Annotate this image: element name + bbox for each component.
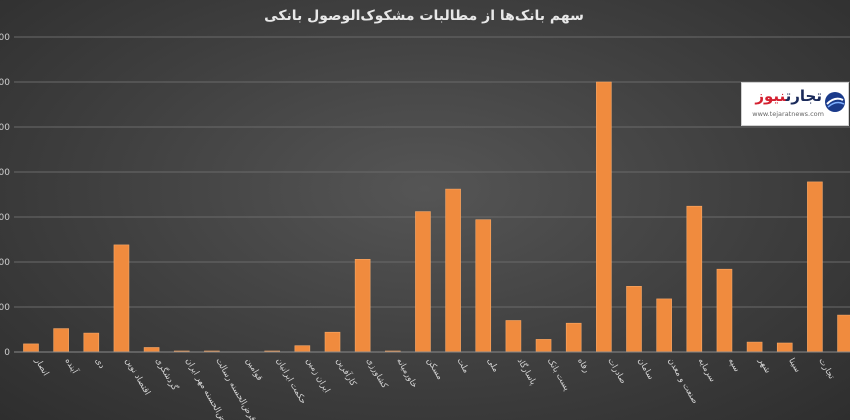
bar <box>746 341 763 353</box>
y-tick-label: 00 <box>0 213 10 223</box>
x-tick-label: ملی <box>485 357 501 375</box>
bar <box>415 211 431 353</box>
bar <box>565 322 582 353</box>
bar <box>686 205 703 353</box>
bar <box>324 331 341 353</box>
x-tick-label: رفاه <box>575 357 591 375</box>
logo-name-part2: نیوز <box>755 87 786 105</box>
y-tick-label: 00 <box>0 123 10 133</box>
x-tick-label: انصار <box>32 356 51 378</box>
bar <box>294 345 311 353</box>
y-tick-label: 0 <box>4 348 10 358</box>
x-tick-label: کشاورزی <box>364 357 390 392</box>
y-tick-label: 00 <box>0 258 10 268</box>
gridlines <box>14 36 850 308</box>
bar <box>143 347 160 353</box>
bar <box>113 244 130 353</box>
bar <box>354 258 371 353</box>
logo-name-part1: تجارت <box>785 87 822 105</box>
x-tick-label: دی <box>93 357 107 371</box>
x-tick-label: ایران زمین <box>304 357 332 395</box>
x-tick-label: سرمایه <box>696 357 718 384</box>
x-tick-label: شهر <box>756 356 773 375</box>
x-tick-label: سینا <box>786 357 802 375</box>
x-tick-label: پست بانک <box>545 357 572 394</box>
x-tick-label: خاورمیانه <box>394 357 419 390</box>
x-tick-label: پاسارگاد <box>515 356 539 387</box>
bar <box>626 285 642 353</box>
tejaratnews-logo: تجارتنیوز www.tejaratnews.com <box>741 82 849 126</box>
bar <box>445 188 461 353</box>
y-tick-label: 00 <box>0 303 10 313</box>
x-tick-label: قوامین <box>243 357 264 383</box>
globe-icon <box>825 92 845 112</box>
x-tick-label: سپه <box>726 357 742 374</box>
bar <box>83 332 100 353</box>
logo-url: www.tejaratnews.com <box>752 110 824 118</box>
x-tick-label: آینده <box>63 356 82 377</box>
bar <box>23 343 39 353</box>
x-tick-label: سامان <box>635 357 655 382</box>
x-tick-label: تجارت <box>816 357 836 382</box>
y-tick-label: 00 <box>0 33 10 43</box>
x-tick-label: صادرات <box>605 357 628 386</box>
x-tick-label: ملت <box>455 357 472 376</box>
logo-wordmark: تجارتنیوز <box>755 87 822 105</box>
bar <box>596 81 612 353</box>
bar <box>656 298 672 353</box>
bar <box>837 314 850 353</box>
bar <box>505 320 522 353</box>
bar <box>716 268 733 353</box>
bar <box>807 181 823 353</box>
bar <box>535 339 552 353</box>
x-axis-ticks: انصار آینده دی اقتصاد نوین گردشگری قرض‌الحسنه… <box>32 356 850 420</box>
x-tick-label: حکمت ایرانیان <box>274 357 308 407</box>
x-tick-label: توسعه صادرات <box>846 357 850 409</box>
x-tick-label: مسکن <box>424 357 444 382</box>
bar <box>776 342 793 353</box>
x-tick-label: اقتصاد نوین <box>123 357 152 398</box>
chart-title: سهم بانک‌ها از مطالبات مشکوک‌الوصول بانک… <box>264 8 584 24</box>
x-tick-label: گردشگری <box>153 356 181 393</box>
x-tick-label: صنعت و معدن <box>666 357 700 406</box>
bar <box>53 328 69 353</box>
y-tick-label: 00 <box>0 168 10 178</box>
bar <box>475 219 492 353</box>
x-tick-label: کارآفرین <box>334 356 360 389</box>
y-tick-label: 00 <box>0 78 10 88</box>
